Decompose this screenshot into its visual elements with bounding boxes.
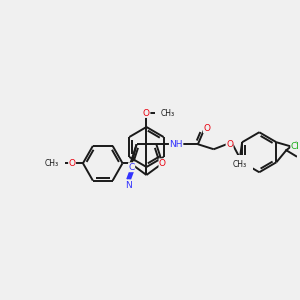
- Text: O: O: [226, 140, 233, 149]
- Text: NH: NH: [169, 140, 183, 149]
- Text: N: N: [125, 181, 132, 190]
- Text: CH₃: CH₃: [160, 109, 174, 118]
- Text: O: O: [69, 159, 76, 168]
- Text: CH₃: CH₃: [233, 160, 247, 169]
- Text: O: O: [143, 109, 150, 118]
- Text: Cl: Cl: [291, 142, 300, 151]
- Text: O: O: [159, 159, 166, 168]
- Text: O: O: [203, 124, 210, 133]
- Text: CH₃: CH₃: [45, 159, 59, 168]
- Text: C: C: [128, 163, 135, 172]
